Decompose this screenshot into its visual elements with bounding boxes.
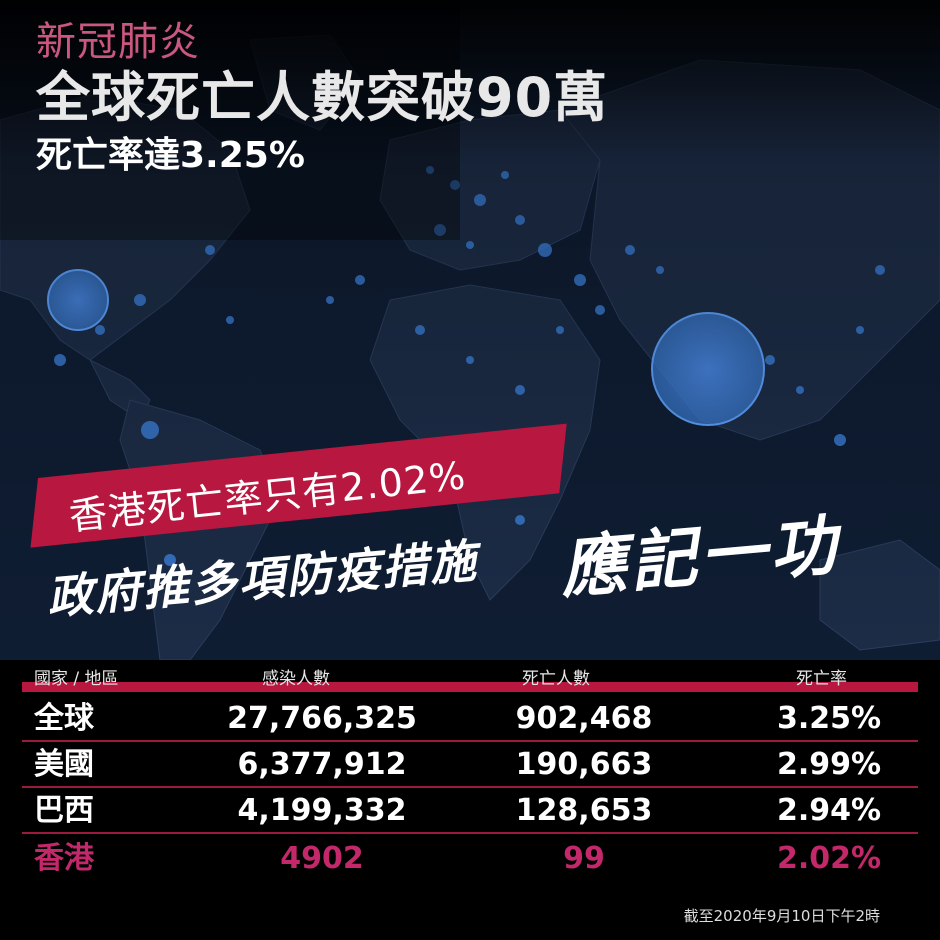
row-divider (22, 832, 918, 834)
stats-table: 國家 / 地區 感染人數 死亡人數 死亡率 全球 27,766,325 902,… (0, 660, 940, 940)
death-rate: 2.02% (776, 841, 882, 876)
region-name: 美國 (34, 747, 94, 782)
infected-count: 27,766,325 (227, 701, 417, 736)
death-count: 99 (563, 841, 605, 876)
table-row: 美國 6,377,912 190,663 2.99% (22, 744, 918, 788)
death-rate: 2.94% (776, 793, 882, 828)
table-row: 巴西 4,199,332 128,653 2.94% (22, 790, 918, 834)
table-header: 國家 / 地區 感染人數 死亡人數 死亡率 (22, 664, 918, 692)
death-count: 128,653 (515, 793, 653, 828)
row-divider (22, 740, 918, 742)
header-region: 國家 / 地區 (34, 669, 119, 689)
header-deaths: 死亡人數 (522, 669, 590, 689)
row-divider (22, 786, 918, 788)
region-name: 巴西 (34, 793, 94, 828)
header-infected: 感染人數 (262, 669, 330, 689)
table-row: 全球 27,766,325 902,468 3.25% (22, 698, 918, 742)
table-row-hong-kong: 香港 4902 99 2.02% (22, 838, 918, 880)
infected-count: 4,199,332 (237, 793, 407, 828)
main-title: 全球死亡人數突破90萬 (36, 66, 609, 129)
death-count: 190,663 (515, 747, 653, 782)
headline-block: 新冠肺炎 全球死亡人數突破90萬 死亡率達3.25% (36, 18, 608, 178)
infected-count: 6,377,912 (237, 747, 407, 782)
topic-label: 新冠肺炎 (36, 19, 200, 65)
region-name: 香港 (34, 841, 94, 876)
death-rate: 3.25% (776, 701, 882, 736)
subtitle: 死亡率達3.25% (36, 135, 305, 176)
header-rate: 死亡率 (796, 669, 847, 689)
death-count: 902,468 (515, 701, 653, 736)
death-rate: 2.99% (776, 747, 882, 782)
data-timestamp-note: 截至2020年9月10日下午2時 (683, 907, 880, 925)
infected-count: 4902 (280, 841, 364, 876)
world-map-background (0, 0, 940, 660)
header-bar (22, 682, 918, 692)
region-name: 全球 (34, 701, 94, 736)
